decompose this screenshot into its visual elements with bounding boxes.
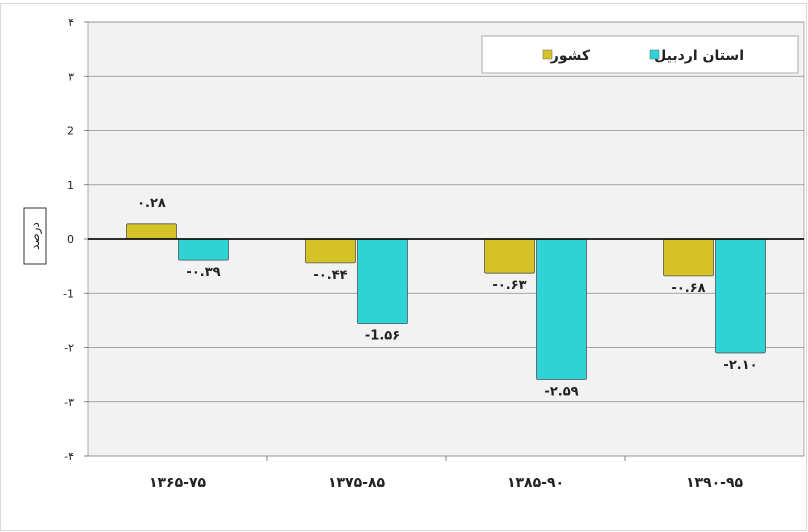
y-axis-label-text: درصد — [28, 222, 43, 250]
data-label: -۰.۴۴ — [313, 268, 347, 283]
legend: استان اردبیل کشور — [481, 35, 799, 74]
bar — [178, 238, 229, 261]
y-tick-label: ۳ — [68, 70, 74, 83]
bar — [484, 238, 535, 274]
y-axis-label: درصد — [23, 207, 47, 265]
data-label: -۲.۱۰ — [723, 358, 757, 373]
x-axis-categories: ۱۳۶۵-۷۵ ۱۳۷۵-۸۵ ۱۳۸۵-۹۰ ۱۳۹۰-۹۵ — [149, 456, 744, 491]
legend-label-country: کشور — [550, 48, 591, 64]
legend-box — [481, 35, 799, 74]
legend-swatch-province — [649, 49, 660, 60]
x-category-label: ۱۳۷۵-۸۵ — [328, 475, 386, 491]
data-label: ۰.۲۸ — [137, 196, 166, 211]
bar — [126, 223, 177, 240]
y-tick-label: 1 — [67, 179, 74, 192]
x-category-label: ۱۳۶۵-۷۵ — [149, 475, 207, 491]
data-label: -۰.۶۸ — [671, 281, 705, 296]
bar — [305, 238, 356, 264]
x-category-label: ۱۳۸۵-۹۰ — [507, 475, 564, 491]
bar — [715, 238, 766, 354]
bar — [536, 238, 587, 380]
data-label: -۲.۵۹ — [544, 385, 578, 400]
data-label: -1.۵۶ — [365, 329, 400, 344]
legend-swatch-country — [542, 49, 553, 60]
y-tick-label: -۴ — [64, 450, 74, 463]
y-tick-label: 0 — [67, 233, 74, 246]
grid-lines — [88, 21, 804, 457]
bar — [357, 238, 408, 325]
bars — [126, 223, 766, 380]
x-category-label: ۱۳۹۰-۹۵ — [686, 475, 744, 491]
y-axis-ticks: ۴ ۳ 2 1 0 -1 -۲ -۳ -۴ — [63, 16, 88, 463]
y-tick-label: 2 — [67, 125, 74, 138]
y-tick-label: -1 — [63, 287, 74, 300]
bar — [663, 238, 714, 277]
y-tick-label: -۳ — [64, 396, 74, 409]
y-tick-label: ۴ — [68, 16, 74, 29]
data-label: -۰.۳۹ — [186, 265, 220, 280]
data-labels: ۰.۲۸ -۰.۳۹ -۰.۴۴ -1.۵۶ -۰.۶۳ -۲.۵۹ -۰.۶۸ -۲.۱۰ — [137, 196, 757, 400]
y-tick-label: -۲ — [64, 342, 74, 355]
data-label: -۰.۶۳ — [492, 278, 526, 293]
legend-label-province: استان اردبیل — [654, 48, 744, 64]
